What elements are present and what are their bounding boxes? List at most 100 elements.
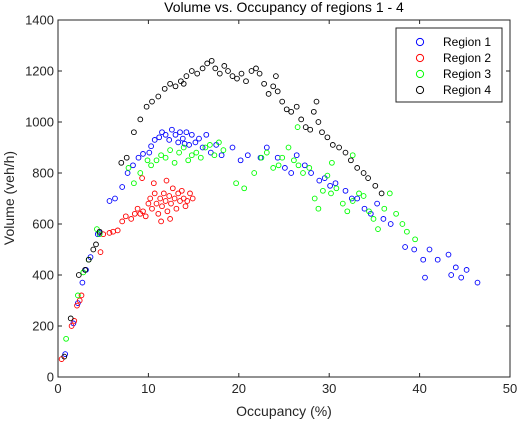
data-point <box>162 154 169 161</box>
y-axis-label: Volume (veh/h) <box>1 151 17 245</box>
data-point <box>378 190 385 197</box>
data-point <box>145 200 152 207</box>
legend-label: Region 2 <box>443 51 491 65</box>
data-point <box>61 353 68 360</box>
data-point <box>349 152 356 159</box>
data-point <box>320 187 326 194</box>
data-point <box>169 126 175 133</box>
data-point <box>234 75 240 82</box>
data-point <box>199 144 206 151</box>
data-point <box>348 195 355 202</box>
data-point <box>422 274 428 281</box>
data-point <box>159 203 165 210</box>
x-axis-label: Occupancy (%) <box>236 403 332 419</box>
data-point <box>122 213 129 220</box>
data-point <box>344 208 351 215</box>
x-axis: 0 10 20 30 40 50 <box>54 20 517 396</box>
data-point <box>93 241 99 248</box>
data-point <box>207 149 214 156</box>
data-point <box>192 139 199 146</box>
data-point <box>189 195 196 202</box>
data-point <box>148 143 154 150</box>
y-tick-label: 1000 <box>25 115 54 130</box>
data-point <box>118 159 125 166</box>
legend: Region 1 Region 2 Region 3 Region 4 <box>395 27 503 103</box>
data-point <box>182 203 189 210</box>
data-point <box>212 65 219 72</box>
data-point <box>365 175 371 181</box>
data-point <box>148 162 154 169</box>
legend-label: Region 3 <box>443 67 491 81</box>
data-point <box>448 272 455 278</box>
data-point <box>316 177 323 184</box>
y-tick-label: 200 <box>32 319 54 334</box>
data-point <box>197 154 204 161</box>
data-point <box>237 157 244 164</box>
data-point <box>164 208 171 215</box>
data-point <box>74 302 80 309</box>
data-point <box>434 256 441 263</box>
data-point <box>302 124 309 130</box>
data-point <box>63 335 69 342</box>
data-point <box>282 165 288 171</box>
data-point <box>349 198 356 204</box>
y-tick-label: 1400 <box>25 13 54 28</box>
data-point <box>171 195 178 202</box>
data-point <box>155 210 162 217</box>
data-point <box>319 129 325 136</box>
data-point <box>244 152 251 159</box>
data-point <box>342 149 349 156</box>
data-point <box>333 185 340 192</box>
data-point <box>194 70 201 77</box>
data-point <box>327 182 333 189</box>
x-tick-label: 30 <box>322 381 336 396</box>
data-point <box>211 152 218 159</box>
data-point <box>119 184 126 190</box>
data-point <box>179 135 186 142</box>
data-point <box>393 210 399 217</box>
data-point <box>186 142 192 148</box>
data-point <box>125 165 132 171</box>
data-point <box>167 147 173 153</box>
data-point <box>288 108 295 115</box>
data-point <box>380 216 387 222</box>
data-point <box>112 195 118 202</box>
data-point <box>273 73 279 79</box>
data-point <box>167 216 173 222</box>
data-point <box>238 70 245 77</box>
data-point <box>375 226 381 232</box>
data-point <box>261 80 267 87</box>
data-point <box>131 180 137 187</box>
data-point <box>445 251 452 258</box>
data-point <box>452 264 459 271</box>
data-point <box>283 106 290 113</box>
data-point <box>243 78 249 85</box>
data-point <box>339 200 346 207</box>
data-point <box>229 73 236 79</box>
data-point <box>248 68 255 74</box>
data-point <box>216 70 223 77</box>
data-point <box>90 246 97 253</box>
data-point <box>175 139 182 146</box>
x-tick-label: 10 <box>141 381 155 396</box>
y-tick-label: 400 <box>32 268 54 283</box>
data-point <box>155 93 162 100</box>
data-point <box>270 83 277 90</box>
data-point <box>158 218 164 225</box>
data-point <box>135 154 142 161</box>
data-point <box>123 154 130 161</box>
data-point <box>310 108 317 115</box>
x-tick-label: 40 <box>412 381 426 396</box>
data-point <box>463 267 470 273</box>
data-point <box>474 279 481 286</box>
data-point <box>134 205 141 212</box>
data-point <box>166 137 173 143</box>
data-point <box>176 149 182 156</box>
data-point <box>293 103 300 110</box>
data-point <box>139 175 145 181</box>
data-point <box>253 65 259 72</box>
data-point <box>79 279 86 286</box>
y-axis: 0 200 400 600 800 1000 1200 1400 <box>25 13 510 385</box>
